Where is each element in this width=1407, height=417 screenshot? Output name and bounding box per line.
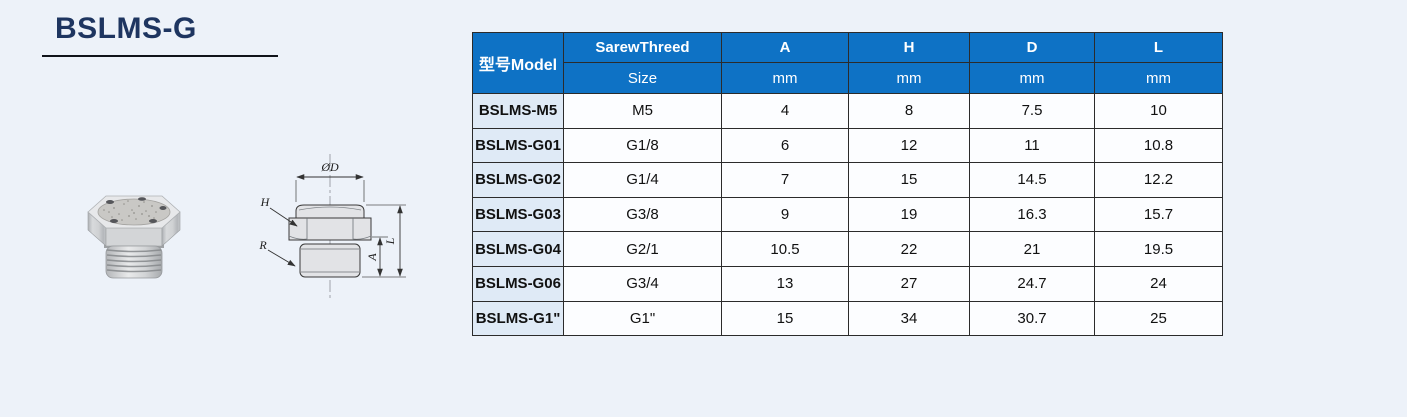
table-row: BSLMS-G02 G1/4 7 15 14.5 12.2	[472, 162, 1223, 198]
col-subheader-d-unit: mm	[969, 62, 1095, 94]
h-cell: 15	[848, 162, 970, 198]
size-cell: G1/8	[563, 127, 722, 164]
size-cell: M5	[563, 93, 722, 129]
photo-hex-front-facet	[105, 227, 163, 247]
l-cell: 12.2	[1094, 162, 1223, 198]
model-cell: BSLMS-G04	[472, 231, 564, 267]
col-header-l: L	[1094, 32, 1223, 63]
l-cell: 19.5	[1094, 231, 1223, 267]
d-cell: 7.5	[969, 93, 1095, 129]
col-subheader-a-unit: mm	[721, 62, 849, 94]
l-cell: 10.8	[1094, 127, 1223, 164]
photo-disc-speckles	[103, 200, 157, 221]
d-cell: 24.7	[969, 265, 1095, 302]
photo-rim-holes	[106, 197, 167, 223]
h-cell: 19	[848, 196, 970, 233]
model-cell: BSLMS-M5	[472, 93, 564, 129]
l-cell: 15.7	[1094, 196, 1223, 233]
l-cell: 25	[1094, 300, 1223, 337]
size-cell: G1"	[563, 300, 722, 337]
h-cell: 12	[848, 127, 970, 164]
dim-label-diameter: ØD	[320, 160, 339, 174]
table-row: BSLMS-G06 G3/4 13 27 24.7 24	[472, 265, 1223, 302]
h-cell: 22	[848, 231, 970, 267]
d-cell: 16.3	[969, 196, 1095, 233]
table-row: BSLMS-G01 G1/8 6 12 11 10.8	[472, 127, 1223, 164]
d-cell: 21	[969, 231, 1095, 267]
model-cell: BSLMS-G1"	[472, 300, 564, 337]
table-row: BSLMS-G1" G1" 15 34 30.7 25	[472, 300, 1223, 337]
d-cell: 30.7	[969, 300, 1095, 337]
diagram-leader-r	[267, 249, 296, 267]
col-header-model: 型号Model	[472, 32, 564, 94]
h-cell: 34	[848, 300, 970, 337]
photo-thread-ridges	[106, 249, 162, 273]
model-cell: BSLMS-G03	[472, 196, 564, 233]
col-subheader-l-unit: mm	[1094, 62, 1223, 94]
model-cell: BSLMS-G01	[472, 127, 564, 164]
col-header-h: H	[848, 32, 970, 63]
d-cell: 14.5	[969, 162, 1095, 198]
diagram-hex-chamfer-left	[288, 235, 308, 240]
a-cell: 10.5	[721, 231, 849, 267]
col-subheader-size: Size	[563, 62, 722, 94]
size-cell: G3/8	[563, 196, 722, 233]
table-row: BSLMS-G03 G3/8 9 19 16.3 15.7	[472, 196, 1223, 233]
h-cell: 27	[848, 265, 970, 302]
diagram-cap-dome-line	[298, 206, 362, 211]
diagram-hex-body	[288, 217, 372, 241]
a-cell: 9	[721, 196, 849, 233]
col-subheader-h-unit: mm	[848, 62, 970, 94]
l-cell: 24	[1094, 265, 1223, 302]
spec-table-container: 型号Model SarewThreed A H D L Size mm mm m…	[472, 32, 1223, 337]
dim-label-a: A	[365, 253, 379, 262]
size-cell: G2/1	[563, 231, 722, 267]
dim-label-l: L	[383, 237, 397, 245]
a-cell: 7	[721, 162, 849, 198]
diagram-hex-chamfer-right	[352, 235, 372, 240]
dim-label-thread: R	[258, 238, 267, 252]
page-title: BSLMS-G	[55, 12, 197, 45]
a-cell: 6	[721, 127, 849, 164]
d-cell: 11	[969, 127, 1095, 164]
spec-table: 型号Model SarewThreed A H D L Size mm mm m…	[472, 32, 1223, 337]
product-photo	[87, 195, 181, 279]
diagram-thread	[299, 243, 361, 278]
a-cell: 4	[721, 93, 849, 129]
col-header-d: D	[969, 32, 1095, 63]
size-cell: G1/4	[563, 162, 722, 198]
table-row: BSLMS-M5 M5 4 8 7.5 10	[472, 93, 1223, 129]
technical-diagram: ØD H R A L	[258, 154, 406, 300]
a-cell: 13	[721, 265, 849, 302]
model-cell: BSLMS-G06	[472, 265, 564, 302]
title-block: BSLMS-G	[42, 12, 278, 57]
size-cell: G3/4	[563, 265, 722, 302]
table-row: BSLMS-G04 G2/1 10.5 22 21 19.5	[472, 231, 1223, 267]
h-cell: 8	[848, 93, 970, 129]
col-header-screwthread: SarewThreed	[563, 32, 722, 63]
col-header-a: A	[721, 32, 849, 63]
diagram-leader-h	[269, 207, 298, 227]
a-cell: 15	[721, 300, 849, 337]
model-cell: BSLMS-G02	[472, 162, 564, 198]
dim-label-hex: H	[260, 195, 271, 209]
l-cell: 10	[1094, 93, 1223, 129]
